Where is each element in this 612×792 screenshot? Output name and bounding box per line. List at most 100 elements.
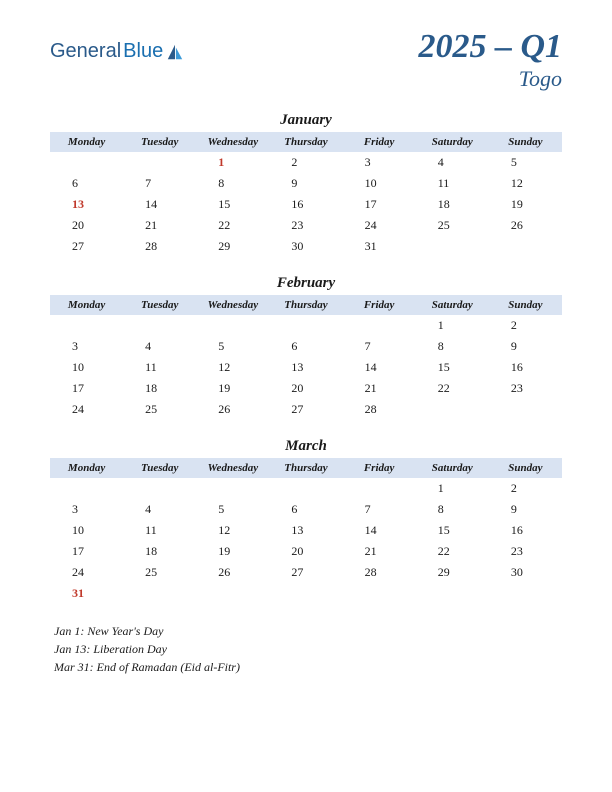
day-header: Thursday [269,458,342,478]
calendar-cell: 25 [123,399,196,420]
calendar-cell: 7 [343,336,416,357]
calendar-cell: 26 [196,562,269,583]
calendar-cell [123,152,196,173]
calendar-cell: 24 [343,215,416,236]
months-container: JanuaryMondayTuesdayWednesdayThursdayFri… [50,112,562,604]
day-header: Saturday [416,458,489,478]
calendar-cell: 21 [123,215,196,236]
day-header: Wednesday [196,458,269,478]
calendar-cell: 26 [196,399,269,420]
calendar-cell [196,315,269,336]
calendar-cell: 5 [196,336,269,357]
calendar-cell: 21 [343,541,416,562]
holiday-entry: Jan 1: New Year's Day [54,622,562,640]
calendar-cell [416,583,489,604]
calendar-cell: 8 [416,336,489,357]
calendar-cell: 30 [269,236,342,257]
month-block: March MondayTuesdayWednesdayThursdayFrida… [50,438,562,604]
calendar-cell [489,399,562,420]
calendar-cell: 19 [489,194,562,215]
calendar-cell: 14 [343,357,416,378]
month-name: February [50,275,562,292]
day-header: Sunday [489,295,562,315]
day-header: Sunday [489,458,562,478]
calendar-cell [269,315,342,336]
calendar-cell: 8 [196,173,269,194]
calendar-cell: 28 [343,399,416,420]
calendar-cell: 6 [50,173,123,194]
calendar-cell: 6 [269,499,342,520]
calendar-cell: 23 [489,378,562,399]
calendar-row: 3456789 [50,336,562,357]
day-header: Monday [50,295,123,315]
calendar-cell: 11 [123,520,196,541]
calendar-table: MondayTuesdayWednesdayThursdayFridaySatu… [50,295,562,420]
calendar-cell: 16 [489,520,562,541]
calendar-cell: 3 [50,499,123,520]
month-name: March [50,438,562,455]
calendar-cell: 14 [343,520,416,541]
calendar-cell: 2 [269,152,342,173]
calendar-cell: 27 [50,236,123,257]
holiday-entry: Mar 31: End of Ramadan (Eid al-Fitr) [54,658,562,676]
month-name: January [50,112,562,129]
calendar-cell: 13 [269,520,342,541]
calendar-cell: 16 [489,357,562,378]
calendar-cell: 16 [269,194,342,215]
calendar-row: 20212223242526 [50,215,562,236]
day-header: Monday [50,132,123,152]
logo-text-2: Blue [123,40,163,63]
calendar-cell: 25 [123,562,196,583]
calendar-cell [416,236,489,257]
calendar-cell [50,478,123,499]
calendar-cell: 4 [123,336,196,357]
calendar-row: 3456789 [50,499,562,520]
calendar-cell [50,315,123,336]
calendar-cell: 5 [196,499,269,520]
brand-logo: GeneralBlue [50,40,184,63]
calendar-cell [343,315,416,336]
calendar-cell [123,315,196,336]
calendar-cell: 3 [50,336,123,357]
calendar-cell: 2 [489,315,562,336]
calendar-cell: 20 [269,378,342,399]
calendar-table: MondayTuesdayWednesdayThursdayFridaySatu… [50,458,562,604]
calendar-cell: 5 [489,152,562,173]
calendar-table: MondayTuesdayWednesdayThursdayFridaySatu… [50,132,562,257]
logo-sail-icon [166,43,184,61]
calendar-cell: 6 [269,336,342,357]
day-header: Thursday [269,295,342,315]
calendar-cell: 15 [416,357,489,378]
calendar-cell: 18 [416,194,489,215]
calendar-cell: 17 [50,541,123,562]
calendar-cell [196,478,269,499]
calendar-cell: 27 [269,562,342,583]
day-header: Monday [50,458,123,478]
calendar-row: 12 [50,478,562,499]
calendar-cell: 21 [343,378,416,399]
calendar-cell: 31 [50,583,123,604]
calendar-cell [343,478,416,499]
calendar-cell: 17 [343,194,416,215]
calendar-row: 2728293031 [50,236,562,257]
header: GeneralBlue 2025 – Q1 Togo [50,30,562,92]
calendar-cell: 1 [196,152,269,173]
calendar-row: 6789101112 [50,173,562,194]
day-header: Friday [343,132,416,152]
calendar-cell: 10 [50,520,123,541]
calendar-cell: 12 [489,173,562,194]
calendar-cell [196,583,269,604]
calendar-cell: 1 [416,478,489,499]
logo-text-1: General [50,40,121,63]
calendar-cell [489,236,562,257]
calendar-cell [489,583,562,604]
calendar-row: 12 [50,315,562,336]
calendar-cell: 23 [489,541,562,562]
day-header: Tuesday [123,295,196,315]
calendar-cell: 28 [343,562,416,583]
calendar-cell [50,152,123,173]
calendar-cell: 24 [50,399,123,420]
day-header: Wednesday [196,295,269,315]
calendar-cell [269,478,342,499]
calendar-cell: 3 [343,152,416,173]
